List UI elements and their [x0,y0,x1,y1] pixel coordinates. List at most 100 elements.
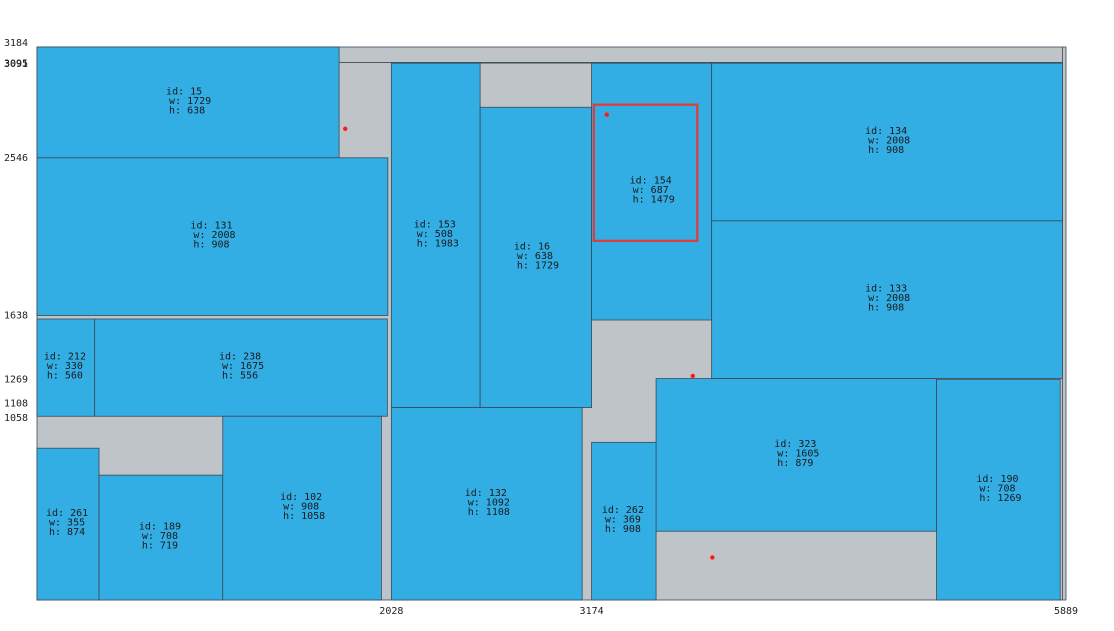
item-label-h: h: 719 [142,541,178,552]
item-label-id: id: 238 [219,352,261,363]
item-rect[interactable] [390,62,481,408]
item-label-h: h: 908 [193,240,229,251]
item-label-w: w: 708 [979,483,1015,494]
item-label-h: h: 556 [222,371,258,382]
item-label-w: w: 2008 [868,293,910,304]
item-label-h: h: 908 [868,145,904,156]
item-label-id: id: 323 [774,439,816,450]
item-rect[interactable] [936,379,1061,601]
x-tick-label: 3174 [580,606,604,617]
item-rect[interactable] [591,441,657,601]
item-label-h: h: 874 [49,527,85,538]
marker-point [604,112,610,117]
item-label-h: h: 1983 [417,238,459,249]
item-label-w: w: 1605 [777,448,819,459]
marker-point [343,126,348,132]
item-rect[interactable] [711,220,1063,379]
item-label-w: w: 2008 [868,136,910,147]
item-rect[interactable] [711,62,1063,222]
item-label-w: w: 369 [605,515,641,526]
y-tick-label: 1638 [4,311,28,322]
item-label-h: h: 879 [777,458,813,469]
item-rect[interactable] [479,106,593,408]
item-label-id: id: 154 [630,176,672,187]
item-label-h: h: 1479 [633,195,675,206]
item-label-id: id: 153 [414,219,456,230]
y-tick-label: 3095 [4,58,28,69]
y-tick-label: 3091 [4,59,28,70]
overlay-layer [343,103,715,560]
selection-highlight[interactable] [592,103,699,242]
item-label-h: h: 1269 [979,493,1021,504]
y-tick-label: 3184 [4,38,28,49]
item-label-w: w: 2008 [193,230,235,241]
item-label-id: id: 16 [514,241,550,252]
y-tick-label: 1058 [4,413,28,424]
item-label-id: id: 15 [166,86,202,97]
item-label-h: h: 908 [868,303,904,314]
item-rect[interactable] [36,318,96,417]
item-label-id: id: 261 [46,508,88,519]
item-label-w: w: 1675 [222,361,264,372]
item-label-w: w: 1092 [468,497,510,508]
item-rect[interactable] [655,378,937,532]
item-label-w: w: 355 [49,518,85,529]
item-label-id: id: 262 [602,505,644,516]
item-label-id: id: 102 [280,492,322,503]
item-rect[interactable] [591,62,713,321]
item-label-id: id: 189 [139,522,181,533]
item-rect[interactable] [98,474,224,601]
item-label-id: id: 131 [190,221,232,232]
item-rect[interactable] [222,415,382,601]
item-label-w: w: 687 [633,185,669,196]
item-label-h: h: 1108 [468,507,510,518]
item-label-id: id: 212 [44,352,86,363]
y-tick-label: 2546 [4,153,28,164]
marker-point [710,555,715,560]
y-tick-label: 1269 [4,375,28,386]
item-label-w: w: 508 [417,229,453,240]
item-label-h: h: 1058 [283,511,325,522]
item-label-h: h: 638 [169,105,205,116]
item-label-id: id: 132 [465,488,507,499]
x-tick-label: 5889 [1054,606,1078,617]
item-label-h: h: 908 [605,524,641,535]
y-tick-label: 1108 [4,399,28,410]
marker-point [690,373,695,379]
item-label-id: id: 133 [865,284,907,295]
item-label-h: h: 1729 [517,260,559,271]
x-tick-label: 2028 [379,606,403,617]
item-rect[interactable] [94,318,388,417]
item-rect[interactable] [36,46,340,159]
item-rect[interactable] [36,447,100,601]
item-label-w: w: 330 [47,361,83,372]
item-rect[interactable] [36,157,389,316]
item-label-id: id: 134 [865,126,907,137]
item-label-w: w: 708 [142,531,178,542]
item-label-w: w: 638 [517,251,553,262]
item-label-w: w: 1729 [169,96,211,107]
item-label-h: h: 560 [47,371,83,382]
item-rect[interactable] [390,407,583,601]
item-label-w: w: 908 [283,502,319,513]
item-label-id: id: 190 [976,474,1018,485]
